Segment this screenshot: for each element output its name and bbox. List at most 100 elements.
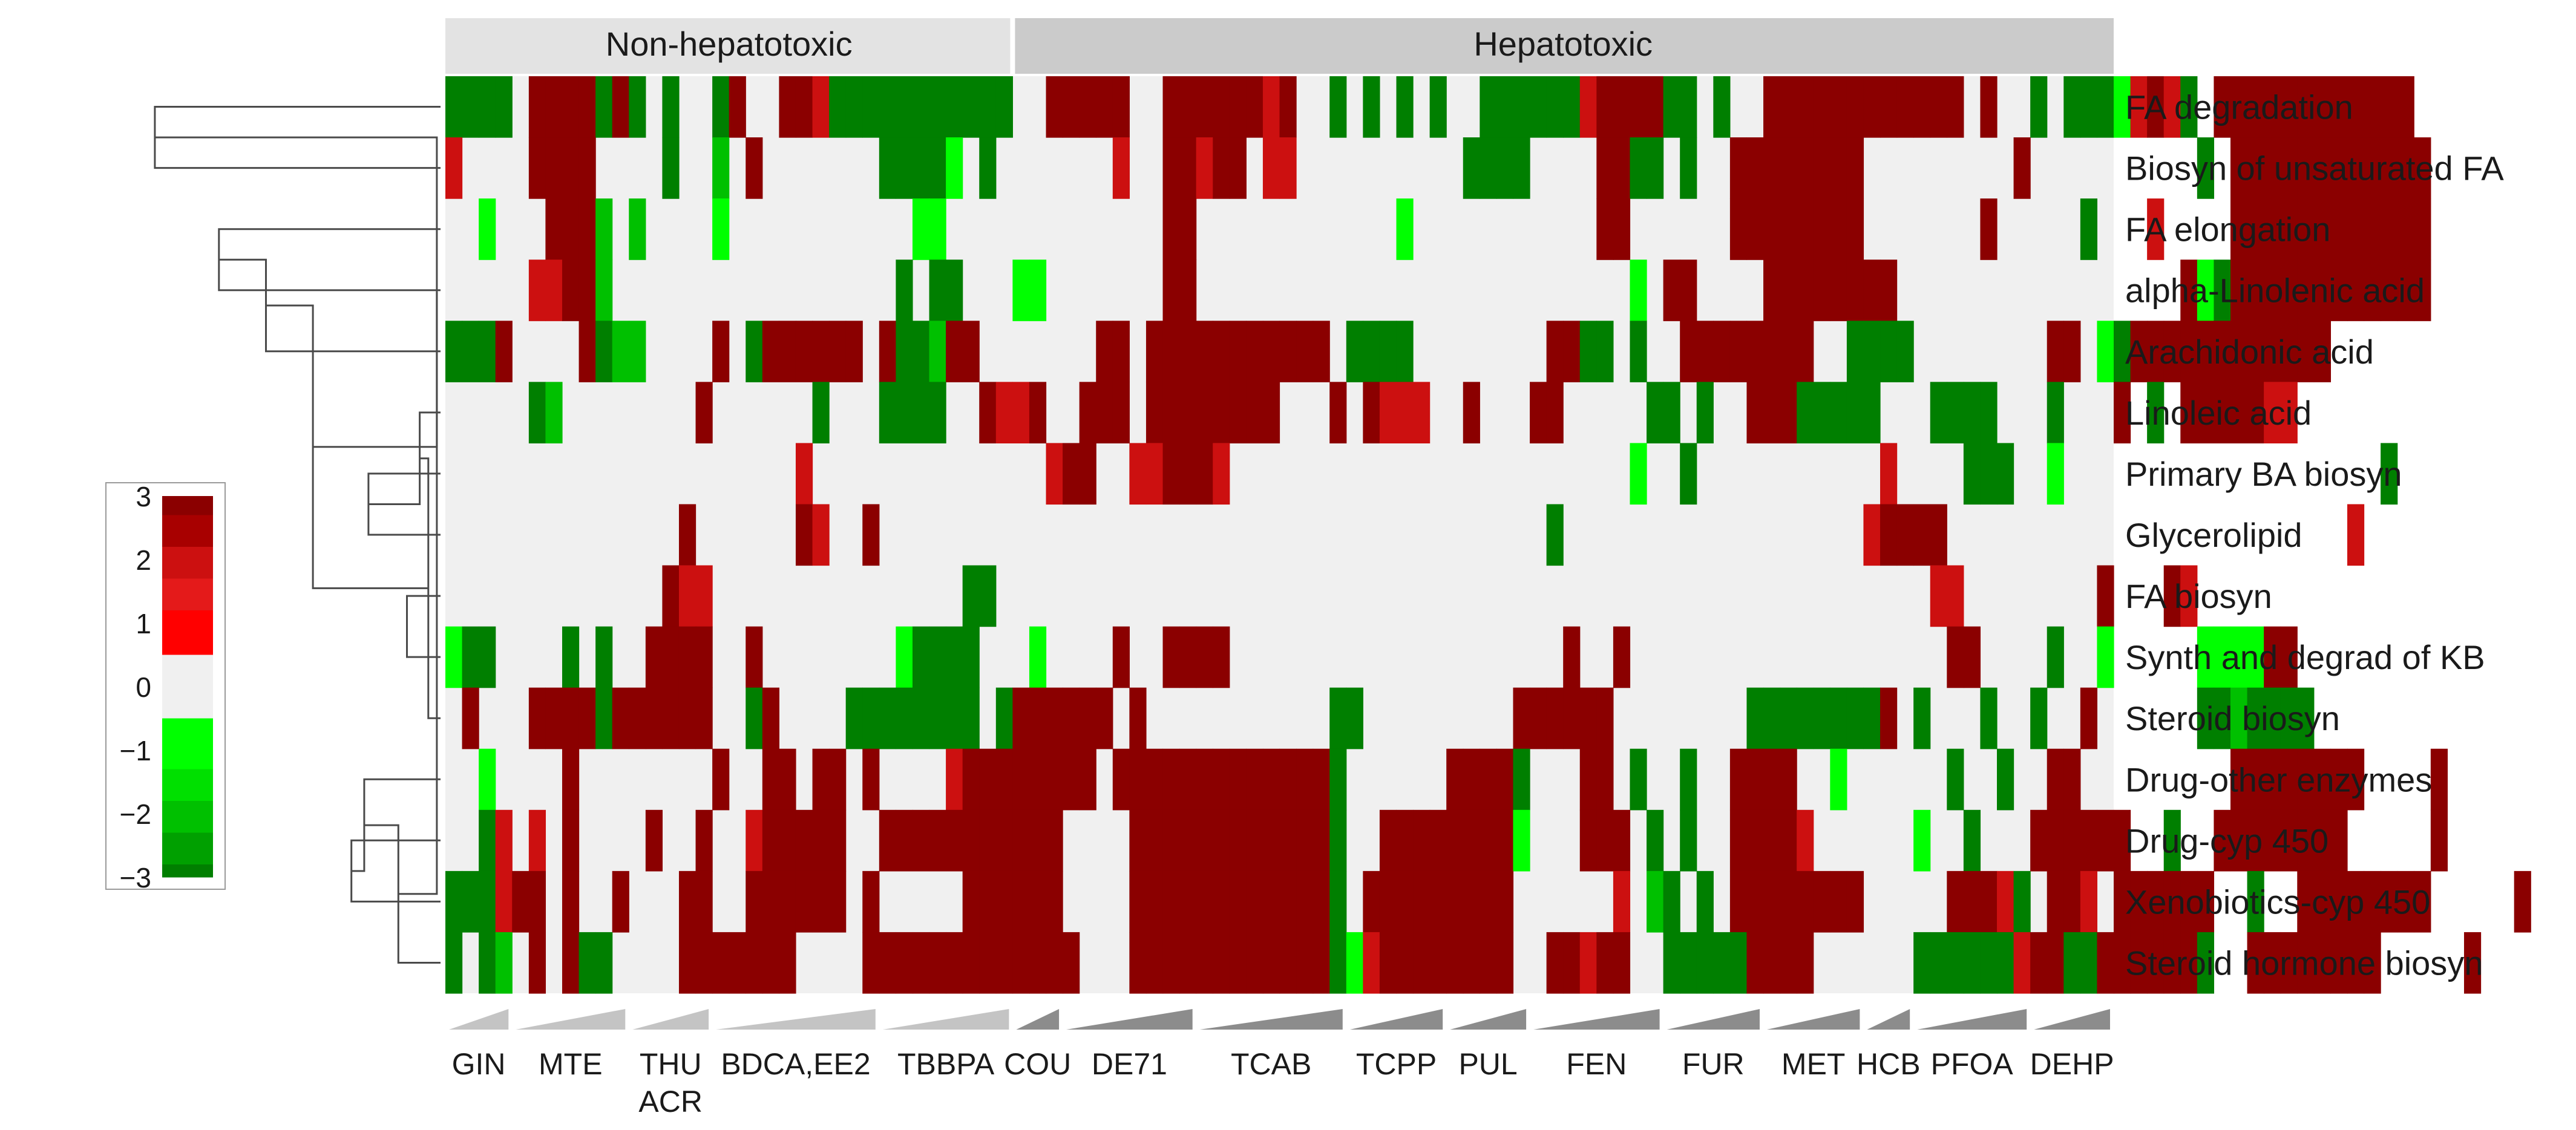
heatmap-cell (1696, 932, 1714, 994)
heatmap-cell (1096, 76, 1113, 138)
heatmap-cell (495, 76, 513, 138)
heatmap-cell (678, 626, 696, 688)
heatmap-cell (1513, 137, 1530, 199)
heatmap-cell (1396, 809, 1414, 872)
heatmap-cell (1680, 321, 1697, 382)
heatmap-cell (2247, 260, 2264, 321)
heatmap-cell (2030, 687, 2048, 750)
heatmap-cell (695, 687, 713, 750)
heatmap-cell (1863, 76, 1881, 138)
heatmap-cell (1063, 76, 1080, 138)
heatmap-cell (1579, 932, 1597, 994)
heatmap-cell (1830, 382, 1847, 443)
heatmap-cell (1680, 748, 1697, 811)
heatmap-cell (2080, 870, 2098, 933)
dose-wedge (882, 1009, 1009, 1030)
heatmap-cell (2313, 76, 2332, 138)
heatmap-cell (2247, 382, 2264, 443)
heatmap-cell (2214, 76, 2231, 138)
heatmap-cell (812, 748, 830, 811)
heatmap-cell (1046, 687, 1063, 750)
heatmap-cell (1780, 76, 1797, 138)
heatmap-cell (1196, 809, 1213, 872)
heatmap-cell (1112, 137, 1130, 199)
heatmap-cell (1145, 382, 1164, 443)
heatmap-cell (2163, 870, 2181, 933)
heatmap-cell (1162, 870, 1180, 933)
heatmap-cell (1830, 260, 1847, 321)
heatmap-cell (1763, 870, 1781, 933)
heatmap-cell (795, 443, 813, 505)
heatmap-cell (2313, 748, 2332, 811)
heatmap-cell (2381, 76, 2398, 138)
heatmap-cell (1145, 748, 1164, 811)
heatmap-cell (1012, 870, 1030, 933)
heatmap-cell (1046, 932, 1063, 994)
heatmap-cell (2247, 137, 2264, 199)
heatmap-cell (495, 809, 513, 872)
heatmap-cell (1029, 687, 1047, 750)
heatmap-cell (995, 76, 1013, 138)
heatmap-cell (1129, 870, 1147, 933)
heatmap-matrix (445, 76, 2531, 994)
heatmap-cell (695, 565, 713, 627)
heatmap-cell (1546, 687, 1564, 750)
heatmap-cell (2280, 382, 2298, 443)
heatmap-cell (1262, 76, 1280, 138)
heatmap-cell (929, 809, 946, 872)
heatmap-cell (545, 198, 563, 260)
colorbar-segment (162, 591, 213, 598)
heatmap-cell (1179, 748, 1197, 811)
heatmap-cell (1630, 321, 1647, 382)
colorbar-segment (162, 788, 213, 795)
heatmap-cell (1596, 809, 1614, 872)
heatmap-cell (1596, 321, 1614, 382)
heatmap-cell (1663, 76, 1680, 138)
row-label: Steroid hormone biosyn (2125, 944, 2483, 982)
heatmap-cell (645, 626, 663, 688)
heatmap-cell (1179, 870, 1197, 933)
heatmap-cell (2247, 198, 2264, 260)
heatmap-cell (879, 382, 896, 443)
heatmap-cell (1980, 932, 1998, 994)
colorbar-segment (162, 718, 213, 725)
heatmap-cell (1780, 321, 1797, 382)
heatmap-cell (746, 809, 763, 872)
heatmap-cell (1145, 932, 1164, 994)
heatmap-cell (962, 748, 980, 811)
heatmap-cell (1179, 932, 1197, 994)
heatmap-cell (1997, 748, 2014, 811)
row-label: FA biosyn (2125, 577, 2272, 615)
heatmap-cell (1797, 137, 1814, 199)
heatmap-cell (2214, 626, 2231, 688)
colorbar-segment (162, 750, 213, 757)
heatmap-cell (1246, 870, 1263, 933)
heatmap-cell (1112, 76, 1130, 138)
heatmap-cell (1830, 870, 1847, 933)
heatmap-cell (1363, 932, 1380, 994)
heatmap-cell (1713, 321, 1731, 382)
heatmap-cell (2313, 932, 2332, 994)
heatmap-cell (1313, 321, 1330, 382)
heatmap-cell (1279, 137, 1297, 199)
heatmap-cell (1480, 137, 1497, 199)
heatmap-cell (2264, 137, 2281, 199)
colorbar-segment (162, 636, 213, 642)
colorbar-segment (162, 776, 213, 782)
heatmap-cell (2330, 137, 2348, 199)
heatmap-cell (1179, 443, 1197, 505)
heatmap-cell (1496, 76, 1514, 138)
heatmap-cell (1145, 809, 1164, 872)
heatmap-cell (1797, 809, 1814, 872)
heatmap-cell (829, 809, 847, 872)
heatmap-cell (729, 932, 746, 994)
dose-wedge (1349, 1009, 1443, 1030)
heatmap-cell (1797, 932, 1814, 994)
heatmap-cell (1780, 748, 1797, 811)
heatmap-cell (1913, 687, 1931, 750)
heatmap-cell (2080, 198, 2098, 260)
colorbar-segment (162, 661, 213, 668)
heatmap-cell (495, 932, 513, 994)
colorbar-segment (162, 725, 213, 731)
